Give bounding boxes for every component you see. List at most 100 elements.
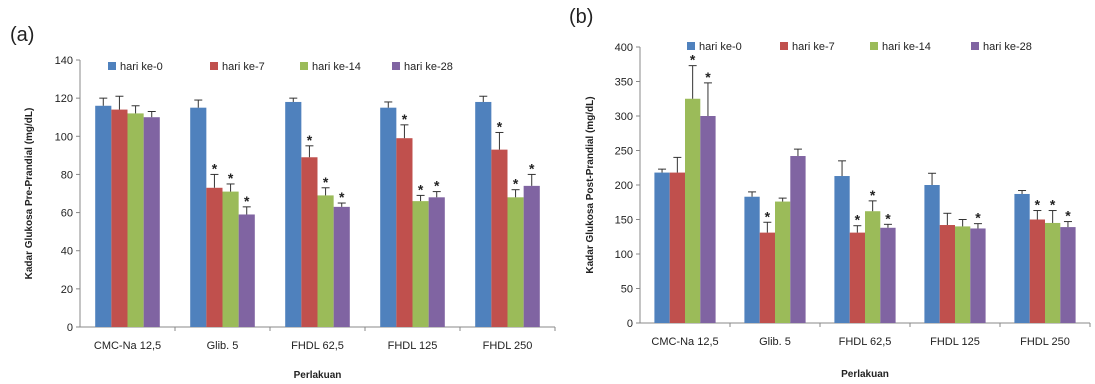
significance-marker: * xyxy=(765,208,771,224)
y-tick-label: 80 xyxy=(61,169,73,181)
bar xyxy=(317,195,334,327)
bar xyxy=(301,157,318,327)
chart-panel-a: (a) 0 20 40 60 80 100 120 140 CMC-Na 12,5 Glib. 5… xyxy=(10,24,556,381)
bar xyxy=(190,107,207,327)
bar xyxy=(111,109,128,327)
bar xyxy=(970,228,986,323)
significance-marker: * xyxy=(1035,197,1041,213)
bar xyxy=(654,172,670,323)
bar xyxy=(955,226,971,323)
x-axis-title: Perlakuan xyxy=(841,369,889,380)
bar-chart-post-prandial: 0 50 100 150 200 250 300 350 400 CMC-Na 12,5 * * Gli… xyxy=(585,41,1091,380)
bar xyxy=(1060,227,1076,323)
significance-marker: * xyxy=(244,193,250,209)
legend-swatch xyxy=(392,62,400,70)
panel-label-b: (b) xyxy=(569,6,594,28)
bar xyxy=(924,185,940,323)
significance-marker: * xyxy=(1065,208,1071,224)
bar xyxy=(206,187,223,327)
y-axis-title: Kadar Glukosa Post-Prandial (mg/dL) xyxy=(585,96,596,273)
significance-marker: * xyxy=(855,212,861,228)
x-tick-label: FHDL 125 xyxy=(388,340,438,352)
bar xyxy=(939,225,955,323)
bar xyxy=(849,232,865,323)
bar xyxy=(790,156,806,323)
y-tick-label: 120 xyxy=(55,93,73,105)
bar xyxy=(333,206,350,327)
x-tick-label: FHDL 62,5 xyxy=(839,336,892,348)
bar xyxy=(412,201,429,327)
y-tick-label: 50 xyxy=(621,284,633,296)
bar xyxy=(685,98,701,323)
bar xyxy=(775,201,791,323)
significance-marker: * xyxy=(497,118,503,134)
panel-label-a: (a) xyxy=(10,24,35,46)
bar xyxy=(1014,193,1030,323)
bar xyxy=(143,117,160,327)
significance-marker: * xyxy=(690,52,696,68)
bar xyxy=(865,211,881,323)
bar xyxy=(759,232,775,323)
bar xyxy=(285,101,302,327)
x-tick-label: FHDL 250 xyxy=(1020,336,1070,348)
bar xyxy=(507,197,524,327)
legend-label: hari ke-28 xyxy=(983,41,1032,53)
significance-marker: * xyxy=(885,210,891,226)
legend-label: hari ke-28 xyxy=(404,61,453,73)
significance-marker: * xyxy=(705,69,711,85)
x-tick-label: Glib. 5 xyxy=(207,340,239,352)
bar xyxy=(700,116,716,323)
significance-marker: * xyxy=(529,160,535,176)
significance-marker: * xyxy=(307,132,313,148)
legend-swatch xyxy=(971,42,979,50)
x-tick-label: Glib. 5 xyxy=(759,336,791,348)
y-tick-label: 150 xyxy=(615,215,633,227)
y-tick-label: 0 xyxy=(67,322,73,334)
x-axis-title: Perlakuan xyxy=(294,370,342,381)
significance-marker: * xyxy=(975,210,981,226)
y-tick-label: 100 xyxy=(55,131,73,143)
bar xyxy=(834,176,850,323)
bar xyxy=(475,101,492,327)
bar xyxy=(127,113,144,328)
bar xyxy=(669,172,685,323)
significance-marker: * xyxy=(418,181,424,197)
y-tick-label: 40 xyxy=(61,246,73,258)
bar xyxy=(744,196,760,323)
bar xyxy=(491,149,508,327)
x-tick-label: FHDL 125 xyxy=(930,336,980,348)
y-tick-label: 300 xyxy=(615,111,633,123)
legend-swatch xyxy=(870,42,878,50)
significance-marker: * xyxy=(513,176,519,192)
y-tick-label: 350 xyxy=(615,77,633,89)
legend-swatch xyxy=(687,42,695,50)
y-axis-title: Kadar Glukosa Pre-Prandial (mg/dL) xyxy=(24,108,35,280)
y-tick-label: 60 xyxy=(61,208,73,220)
legend-label: hari ke-0 xyxy=(120,61,163,73)
significance-marker: * xyxy=(434,178,440,194)
x-tick-label: FHDL 250 xyxy=(483,340,533,352)
bar xyxy=(1045,222,1061,323)
x-tick-label: CMC-Na 12,5 xyxy=(651,336,718,348)
bar xyxy=(396,138,413,327)
y-tick-label: 20 xyxy=(61,284,73,296)
y-tick-label: 0 xyxy=(627,318,633,330)
y-tick-label: 140 xyxy=(55,55,73,67)
bar xyxy=(95,105,112,328)
significance-marker: * xyxy=(1050,197,1056,213)
significance-marker: * xyxy=(870,187,876,203)
bar xyxy=(380,107,397,327)
x-tick-label: CMC-Na 12,5 xyxy=(94,340,161,352)
legend-label: hari ke-7 xyxy=(222,61,265,73)
legend-swatch xyxy=(300,62,308,70)
bar xyxy=(523,185,540,327)
legend-swatch xyxy=(108,62,116,70)
bar xyxy=(1029,219,1045,323)
significance-marker: * xyxy=(339,189,345,205)
y-tick-label: 200 xyxy=(615,180,633,192)
significance-marker: * xyxy=(212,160,218,176)
legend-swatch xyxy=(210,62,218,70)
bar-chart-pre-prandial: 0 20 40 60 80 100 120 140 CMC-Na 12,5 Glib. 5 * * * F… xyxy=(24,55,556,381)
bar xyxy=(880,227,896,323)
bar xyxy=(428,197,445,327)
